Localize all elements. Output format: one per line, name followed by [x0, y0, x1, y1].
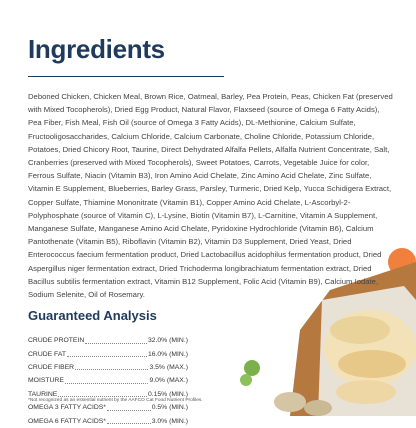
- analysis-row: OMEGA 3 FATTY ACIDS* 0.5% (MIN.): [28, 401, 188, 414]
- analysis-row: TAURINE 0.15% (MIN.): [28, 388, 188, 401]
- amount: 3.5% (MAX.): [149, 363, 188, 371]
- page: Ingredients Deboned Chicken, Chicken Mea…: [28, 34, 416, 425]
- title: Ingredients: [28, 34, 165, 64]
- nutrient: TAURINE: [28, 390, 58, 398]
- dots: [85, 338, 147, 344]
- dots: [106, 405, 151, 411]
- analysis-row: CRUDE FAT 16.0% (MIN.): [28, 347, 188, 360]
- nutrient: MOISTURE: [28, 377, 64, 385]
- ingredients-text: Deboned Chicken, Chicken Meal, Brown Ric…: [28, 92, 393, 300]
- dots: [67, 351, 147, 358]
- dots: [58, 391, 147, 398]
- analysis-row: OMEGA 6 FATTY ACIDS* 3.0% (MIN.): [28, 414, 188, 427]
- nutrient: OMEGA 3 FATTY ACIDS*: [28, 404, 106, 412]
- nutrient: CRUDE FIBER: [28, 363, 75, 371]
- divider: [28, 76, 224, 77]
- analysis-title: Guaranteed Analysis: [28, 308, 157, 323]
- nutrient: CRUDE PROTEIN: [28, 337, 85, 345]
- dots: [75, 364, 149, 371]
- analysis-table: CRUDE PROTEIN 32.0% (MIN.) CRUDE FAT 16.0% …: [28, 334, 188, 428]
- amount: 3.0% (MIN.): [151, 417, 188, 425]
- nutrient: OMEGA 6 FATTY ACIDS*: [28, 417, 106, 425]
- dots: [106, 418, 151, 425]
- nutrient: CRUDE FAT: [28, 350, 67, 358]
- amount: 0.5% (MIN.): [151, 404, 188, 412]
- analysis-row: CRUDE PROTEIN 32.0% (MIN.): [28, 334, 188, 347]
- dots: [64, 378, 149, 384]
- food-image: [240, 248, 416, 416]
- analysis-row: CRUDE FIBER 3.5% (MAX.): [28, 361, 188, 374]
- amount: 32.0% (MIN.): [147, 337, 188, 345]
- analysis-row: MOISTURE 9.0% (MAX.): [28, 374, 188, 387]
- amount: 0.15% (MIN.): [147, 390, 188, 398]
- amount: 9.0% (MAX.): [149, 377, 188, 385]
- amount: 16.0% (MIN.): [147, 350, 188, 358]
- footnote: *Not recognized as an essential nutrient…: [28, 398, 203, 403]
